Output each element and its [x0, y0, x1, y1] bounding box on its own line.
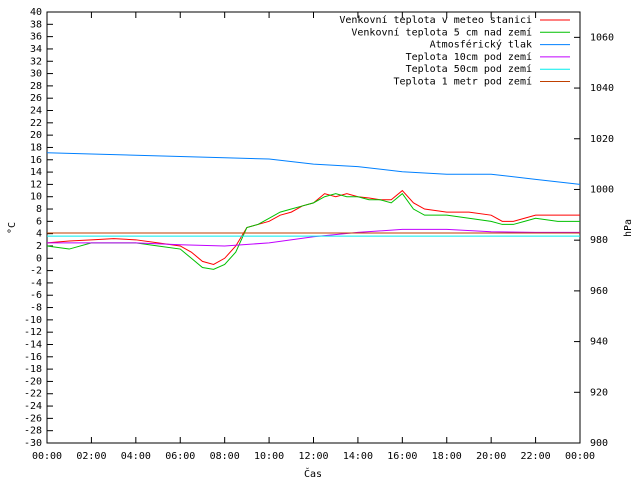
- y-tick-label: 38: [30, 19, 42, 30]
- y-tick-label: -18: [24, 364, 42, 375]
- x-tick-label: 10:00: [254, 451, 284, 462]
- y-tick-label: -2: [30, 266, 42, 277]
- y-tick-label: 40: [30, 7, 42, 18]
- legend-label: Atmosférický tlak: [430, 39, 532, 51]
- y2-tick-label: 1020: [590, 134, 614, 145]
- y-tick-label: 36: [30, 32, 42, 43]
- y-tick-label: 8: [36, 204, 42, 215]
- x-tick-label: 04:00: [121, 451, 151, 462]
- y-tick-label: 18: [30, 142, 42, 153]
- y-tick-label: -20: [24, 376, 42, 387]
- y-tick-label: -10: [24, 315, 42, 326]
- y-tick-label: 12: [30, 179, 42, 190]
- x-tick-label: 12:00: [298, 451, 328, 462]
- x-tick-label: 06:00: [165, 451, 195, 462]
- y-tick-label: 16: [30, 155, 42, 166]
- x-tick-label: 16:00: [387, 451, 417, 462]
- x-tick-label: 00:00: [32, 451, 62, 462]
- y-tick-label: 4: [36, 229, 42, 240]
- y-tick-label: 2: [36, 241, 42, 252]
- y-tick-label: -4: [30, 278, 42, 289]
- y-tick-label: 22: [30, 118, 42, 129]
- y-tick-label: -30: [24, 438, 42, 449]
- legend-label: Venkovní teplota v meteo stanici: [339, 14, 532, 26]
- legend-label: Teplota 10cm pod zemí: [406, 51, 532, 63]
- y-tick-label: -12: [24, 327, 42, 338]
- series-line: [46, 192, 580, 270]
- y2-tick-label: 900: [590, 438, 608, 449]
- y-tick-label: 30: [30, 69, 42, 80]
- y-tick-label: -28: [24, 426, 42, 437]
- x-tick-label: 22:00: [521, 451, 551, 462]
- legend-label: Venkovní teplota 5 cm nad zemí: [351, 26, 532, 38]
- y-tick-label: 6: [36, 216, 42, 227]
- y2-tick-label: 980: [590, 235, 608, 246]
- y-axis-label: °C: [7, 222, 18, 234]
- y-tick-label: 20: [30, 130, 42, 141]
- x-tick-label: 08:00: [210, 451, 240, 462]
- y-tick-label: 0: [36, 253, 42, 264]
- y-tick-label: -8: [30, 303, 42, 314]
- x-tick-label: 14:00: [343, 451, 373, 462]
- series-line: [47, 228, 580, 247]
- legend-label: Teplota 50cm pod zemí: [406, 63, 532, 75]
- y-tick-label: -22: [24, 389, 42, 400]
- y2-tick-label: 1000: [590, 184, 614, 195]
- y-tick-label: -6: [30, 290, 42, 301]
- y-tick-label: -26: [24, 413, 42, 424]
- x-axis-label: Čas: [304, 467, 322, 480]
- y2-tick-label: 960: [590, 286, 608, 297]
- y2-tick-label: 920: [590, 387, 608, 398]
- y2-tick-label: 1060: [590, 32, 614, 43]
- x-tick-label: 18:00: [432, 451, 462, 462]
- y-tick-label: 24: [30, 106, 42, 117]
- x-tick-label: 02:00: [76, 451, 106, 462]
- y2-axis-label: hPa: [623, 219, 634, 237]
- y-tick-label: -14: [24, 339, 42, 350]
- y-tick-label: 14: [30, 167, 42, 178]
- y-tick-label: -16: [24, 352, 42, 363]
- series-line: [46, 189, 580, 265]
- y-tick-label: 32: [30, 56, 42, 67]
- y-tick-label: 10: [30, 192, 42, 203]
- y-tick-label: 26: [30, 93, 42, 104]
- x-tick-label: 20:00: [476, 451, 506, 462]
- y-tick-label: 28: [30, 81, 42, 92]
- y2-tick-label: 1040: [590, 83, 614, 94]
- y2-tick-label: 940: [590, 337, 608, 348]
- y-tick-label: 34: [30, 44, 42, 55]
- series-line: [46, 152, 581, 185]
- y-tick-label: -24: [24, 401, 42, 412]
- x-tick-label: 00:00: [565, 451, 595, 462]
- legend-label: Teplota 1 metr pod zemí: [394, 76, 532, 88]
